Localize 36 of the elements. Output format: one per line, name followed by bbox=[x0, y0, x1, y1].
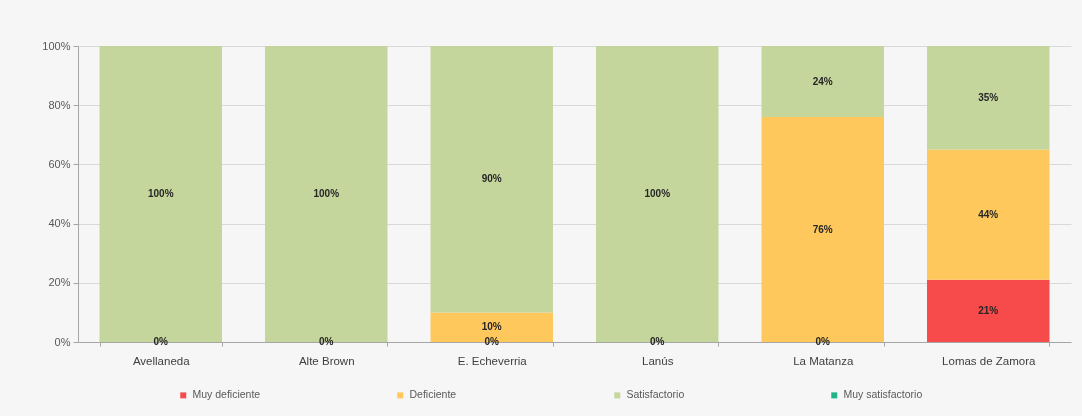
y-tick-label: 40% bbox=[48, 217, 71, 230]
data-label: 90% bbox=[481, 173, 502, 185]
legend-label: Satisfactorio bbox=[626, 388, 685, 401]
x-tick-label: Alte Brown bbox=[298, 354, 355, 367]
bar bbox=[927, 149, 1050, 280]
legend-label: Deficiente bbox=[409, 388, 457, 401]
bar bbox=[430, 46, 553, 313]
x-tick-label: Lomas de Zamora bbox=[942, 354, 1037, 367]
annotation: 0% bbox=[319, 336, 334, 347]
annotation: 0% bbox=[153, 336, 169, 347]
y-tick-label: 80% bbox=[48, 98, 71, 111]
data-label: 10% bbox=[481, 321, 502, 333]
legend-label: Muy satisfactorio bbox=[843, 388, 923, 401]
y-tick-label: 60% bbox=[48, 157, 71, 170]
x-tick-label: Lanús bbox=[642, 354, 674, 367]
x-tick-label: E. Echeverria bbox=[457, 354, 528, 367]
bar bbox=[761, 46, 884, 118]
data-label: 21% bbox=[978, 304, 999, 316]
data-label: 100% bbox=[313, 188, 340, 199]
x-tick-label: La Matanza bbox=[793, 354, 854, 367]
legend-label: Muy deficiente bbox=[192, 388, 261, 401]
x-tick-label: Avellaneda bbox=[132, 354, 191, 367]
data-label: 100% bbox=[644, 188, 671, 199]
annotation: 0% bbox=[650, 336, 665, 347]
annotation: 0% bbox=[815, 336, 831, 347]
data-label: 100% bbox=[147, 188, 174, 199]
data-label: 44% bbox=[978, 208, 999, 220]
y-tick-label: 0% bbox=[54, 335, 71, 348]
y-tick-label: 100% bbox=[42, 39, 71, 52]
data-label: 35% bbox=[978, 91, 999, 103]
annotation: 0% bbox=[484, 336, 500, 347]
bar bbox=[927, 279, 1050, 342]
y-tick-label: 20% bbox=[48, 276, 71, 289]
data-label: 24% bbox=[812, 75, 833, 87]
bar bbox=[927, 46, 1050, 150]
data-label: 76% bbox=[812, 223, 833, 235]
